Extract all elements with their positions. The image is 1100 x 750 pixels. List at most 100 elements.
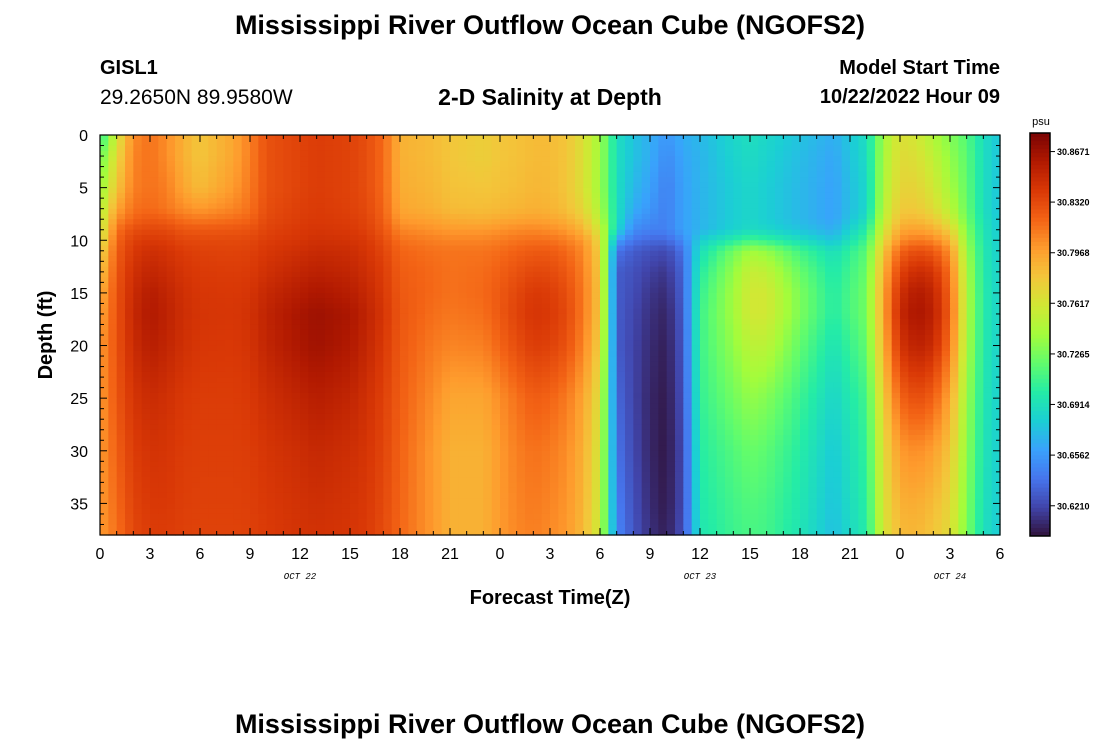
heatmap-cell bbox=[866, 313, 876, 320]
heatmap-cell bbox=[975, 298, 984, 305]
heatmap-cell bbox=[766, 235, 776, 241]
heatmap-cell bbox=[441, 261, 451, 268]
heatmap-cell bbox=[800, 250, 809, 257]
heatmap-cell bbox=[241, 145, 251, 152]
heatmap-cell bbox=[766, 256, 776, 262]
heatmap-cell bbox=[283, 319, 293, 326]
heatmap-cell bbox=[300, 256, 309, 262]
heatmap-cell bbox=[208, 329, 218, 336]
heatmap-cell bbox=[375, 319, 384, 326]
heatmap-cell bbox=[758, 198, 768, 205]
heatmap-cell bbox=[700, 277, 709, 283]
heatmap-cell bbox=[991, 335, 1001, 341]
heatmap-cell bbox=[941, 182, 951, 189]
heatmap-cell bbox=[350, 266, 359, 273]
heatmap-cell bbox=[858, 177, 868, 183]
heatmap-cell bbox=[608, 371, 618, 378]
heatmap-cell bbox=[583, 224, 593, 231]
heatmap-cell bbox=[358, 182, 368, 189]
heatmap-cell bbox=[775, 187, 784, 194]
heatmap-cell bbox=[158, 224, 168, 231]
heatmap-cell bbox=[958, 224, 968, 231]
heatmap-cell bbox=[708, 292, 718, 299]
heatmap-cell bbox=[866, 371, 876, 378]
heatmap-cell bbox=[325, 235, 334, 241]
heatmap-cell bbox=[900, 313, 909, 320]
heatmap-cell bbox=[425, 313, 434, 320]
heatmap-cell bbox=[316, 177, 326, 183]
heatmap-cell bbox=[483, 298, 493, 305]
heatmap-cell bbox=[591, 203, 601, 210]
heatmap-cell bbox=[883, 271, 893, 278]
heatmap-cell bbox=[325, 340, 334, 347]
heatmap-cell bbox=[225, 287, 234, 294]
heatmap-cell bbox=[675, 145, 684, 152]
heatmap-cell bbox=[266, 235, 276, 241]
heatmap-cell bbox=[716, 161, 726, 168]
heatmap-cell bbox=[316, 266, 326, 273]
heatmap-cell bbox=[641, 308, 651, 315]
heatmap-cell bbox=[641, 319, 651, 326]
heatmap-cell bbox=[166, 340, 176, 347]
heatmap-cell bbox=[166, 361, 176, 368]
heatmap-cell bbox=[508, 145, 518, 152]
heatmap-cell bbox=[258, 224, 268, 231]
heatmap-cell bbox=[833, 371, 843, 378]
heatmap-cell bbox=[900, 282, 909, 289]
heatmap-cell bbox=[550, 324, 559, 331]
heatmap-cell bbox=[683, 350, 693, 357]
heatmap-cell bbox=[566, 319, 576, 326]
heatmap-cell bbox=[275, 192, 284, 199]
heatmap-cell bbox=[875, 277, 884, 283]
heatmap-cell bbox=[258, 140, 268, 147]
heatmap-cell bbox=[266, 261, 276, 268]
heatmap-cell bbox=[908, 366, 918, 373]
heatmap-cell bbox=[908, 240, 918, 247]
heatmap-cell bbox=[983, 135, 993, 141]
heatmap-cell bbox=[883, 219, 893, 226]
heatmap-cell bbox=[441, 271, 451, 278]
heatmap-cell bbox=[883, 298, 893, 305]
heatmap-cell bbox=[158, 308, 168, 315]
heatmap-cell bbox=[358, 266, 368, 273]
heatmap-cell bbox=[316, 319, 326, 326]
heatmap-cell bbox=[550, 177, 559, 183]
heatmap-cell bbox=[608, 250, 618, 257]
heatmap-cell bbox=[641, 140, 651, 147]
heatmap-cell bbox=[350, 166, 359, 173]
heatmap-cell bbox=[883, 235, 893, 241]
heatmap-cell bbox=[150, 350, 159, 357]
heatmap-cell bbox=[750, 335, 759, 341]
heatmap-cell bbox=[566, 213, 576, 220]
heatmap-cell bbox=[225, 177, 234, 183]
heatmap-cell bbox=[950, 145, 959, 152]
heatmap-cell bbox=[600, 235, 609, 241]
heatmap-cell bbox=[175, 329, 184, 336]
heatmap-cell bbox=[741, 166, 751, 173]
heatmap-cell bbox=[466, 282, 476, 289]
heatmap-cell bbox=[391, 156, 401, 162]
heatmap-cell bbox=[391, 150, 401, 157]
heatmap-cell bbox=[750, 340, 759, 347]
heatmap-cell bbox=[658, 292, 668, 299]
heatmap-cell bbox=[725, 219, 734, 226]
heatmap-cell bbox=[108, 219, 118, 226]
heatmap-cell bbox=[650, 213, 659, 220]
heatmap-cell bbox=[150, 282, 159, 289]
heatmap-cell bbox=[500, 277, 509, 283]
heatmap-cell bbox=[491, 361, 501, 368]
heatmap-cell bbox=[133, 335, 143, 341]
heatmap-cell bbox=[725, 319, 734, 326]
heatmap-cell bbox=[825, 145, 834, 152]
heatmap-cell bbox=[991, 324, 1001, 331]
heatmap-cell bbox=[758, 192, 768, 199]
heatmap-cell bbox=[600, 287, 609, 294]
heatmap-cell bbox=[525, 187, 534, 194]
heatmap-cell bbox=[108, 224, 118, 231]
heatmap-cell bbox=[816, 277, 826, 283]
heatmap-cell bbox=[433, 256, 443, 262]
heatmap-cell bbox=[133, 140, 143, 147]
heatmap-cell bbox=[708, 277, 718, 283]
heatmap-cell bbox=[216, 340, 226, 347]
heatmap-cell bbox=[100, 287, 109, 294]
